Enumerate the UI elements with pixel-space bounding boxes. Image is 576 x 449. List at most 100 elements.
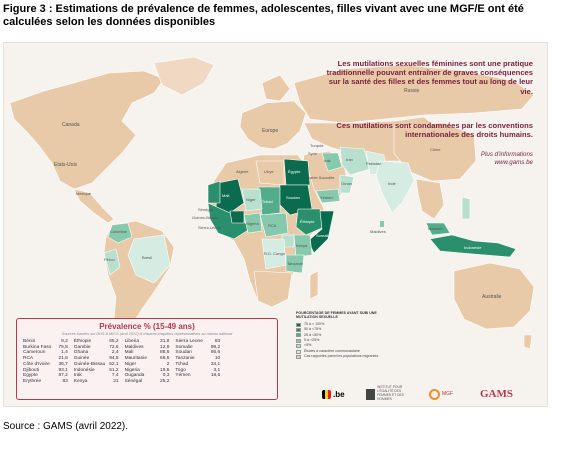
map-label-saudi: Arabie Saoudite [306, 175, 335, 180]
prevalence-value: 83 [62, 378, 68, 384]
tagline-primary: Les mutilations sexuelles féminines sont… [326, 59, 533, 96]
scandinavia-land [261, 74, 291, 102]
prevalence-value: 25,2 [160, 378, 170, 384]
prevalence-country: Guinée [73, 356, 90, 362]
legend-item: 75 à < 100% [296, 322, 396, 327]
legend-item: 5 à <25% [296, 338, 396, 343]
prevalence-title: Prévalence % (15-49 ans) [99, 322, 195, 331]
figure-title: Figure 3 : Estimations de prévalence de … [3, 3, 524, 28]
prevalence-value: 99,2 [210, 344, 221, 350]
cameroon-rca-land [259, 212, 289, 238]
prevalence-value: 19,5 [160, 367, 170, 373]
prevalence-country: Nigeria [124, 367, 140, 373]
prevalence-country: Sierra Leone [175, 339, 203, 344]
prevalence-value: 72,6 [109, 344, 119, 350]
legend-swatch [296, 349, 301, 354]
prevalence-country: Somalie [175, 344, 193, 350]
more-info-link[interactable]: www.gams.be [494, 159, 533, 166]
indonesia-land [429, 234, 517, 258]
prevalence-value: 93,1 [58, 367, 68, 373]
prevalence-country: Éthiopie [73, 339, 92, 344]
map-label-pakistan: Pakistan [366, 161, 382, 166]
prevalence-value: 2,4 [111, 350, 119, 356]
prevalence-row: Indonésie 51,2 [74, 368, 119, 374]
niger-land [241, 188, 263, 212]
map-label-indonesia: Indonésie [464, 245, 482, 250]
southeast-asia-land [415, 178, 445, 220]
india-land [375, 160, 415, 214]
map-label-brazil: Brésil [142, 255, 153, 260]
map-label-kenya: Kenya [296, 243, 308, 248]
map-label-syria: Syrie [308, 151, 318, 156]
prevalence-row: Mali 88,6 [125, 350, 170, 356]
legend-item: 25 à <50% [296, 333, 396, 338]
legend-label: 50 à <75% [304, 327, 322, 332]
institute-logo-text: INSTITUT POUR L'ÉGALITÉ DES FEMMES ET DE… [377, 385, 404, 401]
map-legend: POURCENTAGE DE FEMMES AYANT SUBI UNE MUT… [296, 311, 396, 360]
kenya-land [293, 234, 313, 258]
prevalence-row: Burkina Faso 75,8 [23, 345, 68, 351]
map-label-nigeria: Nigeria [246, 221, 259, 226]
prevalence-row: Éthiopie 65,2 [74, 339, 119, 345]
map-label-mali: Mali [222, 193, 230, 198]
prevalence-value: 36,7 [58, 361, 68, 367]
prevalence-value: 87,2 [58, 373, 68, 379]
prevalence-row: Côte d'Ivoire 36,7 [23, 362, 68, 368]
map-label-drc: R.D. Congo [264, 251, 285, 256]
legend-swatch [296, 327, 301, 332]
egypt-land [283, 158, 311, 186]
prevalence-country: Soudan [175, 350, 192, 356]
prevalence-row: Guinée-Bissau 52,1 [74, 362, 119, 368]
prevalence-country: RCA [23, 356, 34, 362]
prevalence-value: 21 [113, 378, 119, 384]
gams-logo-text: GAMS [480, 388, 513, 400]
legend-item: Cas rapportés parmi les populations migr… [296, 354, 396, 359]
prevalence-country: Mali [124, 350, 134, 356]
prevalence-country: Djibouti [23, 367, 39, 373]
prevalence-country: Irak [73, 373, 82, 379]
mauritania-land [207, 180, 221, 204]
map-label-rca: RCA [268, 223, 277, 228]
prevalence-country: Yémen [175, 373, 191, 379]
australia-land [453, 262, 535, 330]
oman-land [339, 174, 355, 194]
prevalence-value: 12,9 [160, 344, 170, 350]
prevalence-value: 2 [166, 361, 170, 367]
mgf-ring-icon [429, 388, 440, 400]
prevalence-column: Liberia 31,8 Maldives 12,9 Mali 88,6 Mauritani… [125, 339, 170, 385]
gams-logo: GAMS [480, 385, 513, 403]
prevalence-country: Mauritanie [124, 356, 147, 362]
legend-label: Études à caractère communautaire [304, 348, 360, 353]
prevalence-country: Sénégal [124, 378, 143, 384]
central-america-land [73, 188, 115, 224]
prevalence-row: Nigeria 19,5 [125, 368, 170, 374]
prevalence-country: Burkina Faso [23, 344, 52, 350]
map-label-russia: Russie [404, 88, 420, 94]
southern-africa-land [253, 270, 293, 308]
map-label-canada: Canada [62, 122, 80, 128]
world-map [9, 56, 535, 350]
russia-land [293, 64, 535, 124]
prevalence-country: Tchad [175, 361, 189, 367]
legend-label: 75 à < 100% [304, 321, 325, 326]
prevalence-value: 31,8 [160, 339, 170, 344]
prevalence-row: Kenya 21 [74, 379, 119, 385]
prevalence-column: Bénin 9,2 Burkina Faso 75,8 Cameroun 1,4 RCA 21… [23, 339, 68, 385]
brazil-land [127, 234, 171, 284]
prevalence-country: Côte d'Ivoire [23, 361, 50, 367]
greenland-land [153, 56, 215, 96]
prevalence-value: 51,2 [109, 367, 119, 373]
map-label-chad: Tchad [262, 199, 273, 204]
prevalence-value: 52,1 [109, 361, 119, 367]
prevalence-row: RCA 21,6 [23, 356, 68, 362]
map-label-sierra-leone: Sierra Leone [198, 225, 221, 230]
burkina-faso-land [229, 210, 245, 224]
map-label-sudan: Soudan [286, 195, 300, 200]
belgium-flag-icon [322, 389, 331, 399]
legend-title: POURCENTAGE DE FEMMES AYANT SUBI UNE MUT… [296, 311, 377, 320]
maldives-land [380, 221, 384, 227]
china-land [393, 122, 477, 182]
prevalence-row: Somalie 99,2 [175, 345, 220, 351]
map-label-turkey: Turquie [310, 143, 324, 148]
map-label-algeria: Algérie [236, 169, 249, 174]
